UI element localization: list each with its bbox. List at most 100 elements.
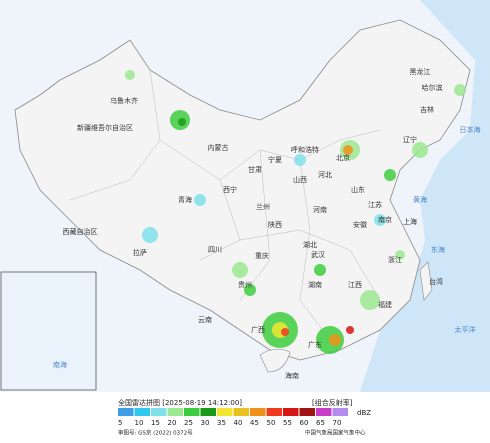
color-legend: 5 10 15 20 25 30 35 40 45 50 55 60 65 70 (118, 408, 348, 427)
echo (346, 326, 354, 334)
echo (178, 118, 186, 126)
echo (281, 328, 289, 336)
legend-value: 40 (234, 419, 243, 427)
sea (360, 0, 490, 392)
china-land (14, 19, 471, 361)
echo (142, 227, 158, 243)
legend-value: 45 (250, 419, 259, 427)
place-label: 山东 (351, 185, 365, 194)
sea-label: 日本海 (460, 125, 481, 134)
legend-swatch (118, 408, 134, 416)
echo (360, 290, 380, 310)
place-label: 江西 (348, 281, 362, 289)
place-label: 福建 (378, 300, 392, 309)
place-label: 西宁 (223, 185, 237, 194)
legend-value: 65 (316, 419, 325, 427)
echo (412, 142, 428, 158)
legend-value: 25 (184, 419, 193, 427)
legend-swatch (250, 408, 266, 416)
legend-value: 20 (168, 419, 177, 427)
place-label: 江苏 (368, 200, 382, 209)
approval-number: 审图号: GS京 (2022) 0372号 (118, 429, 193, 437)
place-label: 乌鲁木齐 (110, 96, 138, 105)
place-label: 四川 (208, 246, 222, 254)
south-china-sea-inset (0, 271, 97, 391)
place-label: 兰州 (256, 202, 270, 211)
legend-swatch (266, 408, 282, 416)
echo (343, 145, 353, 155)
place-label: 上海 (403, 217, 417, 226)
legend-swatch (233, 408, 249, 416)
legend-swatch (200, 408, 216, 416)
place-label: 浙江 (388, 255, 402, 264)
place-label: 辽宁 (403, 135, 417, 144)
place-label: 甘肃 (248, 165, 262, 174)
place-label: 呼和浩特 (291, 145, 319, 154)
legend-swatch (184, 408, 200, 416)
place-label: 青海 (178, 195, 192, 204)
place-label: 武汉 (311, 250, 325, 259)
legend-value: 10 (135, 419, 144, 427)
echo (294, 154, 306, 166)
sea-label: 东海 (431, 245, 445, 254)
place-label: 湖南 (308, 280, 322, 289)
place-label: 云南 (198, 315, 212, 324)
legend-swatch (283, 408, 299, 416)
place-label: 河南 (313, 205, 327, 214)
map-title: 全国雷达拼图 [2025-08-19 14:12:00] (118, 398, 242, 407)
echo (194, 194, 206, 206)
echo (314, 264, 326, 276)
echo (125, 70, 135, 80)
place-label: 吉林 (420, 105, 434, 114)
agency: 中国气象局国家气象中心 (305, 429, 366, 437)
legend-swatch (134, 408, 150, 416)
echo (329, 334, 341, 346)
legend-value: 15 (151, 419, 160, 427)
echo (374, 214, 386, 226)
legend-swatch (332, 408, 348, 416)
place-label: 陕西 (268, 220, 282, 229)
echo (384, 169, 396, 181)
legend-swatch (217, 408, 233, 416)
place-label: 广西 (251, 325, 265, 334)
echo (454, 84, 466, 96)
legend-value: 35 (217, 419, 226, 427)
hainan (259, 348, 291, 373)
place-label: 拉萨 (133, 248, 147, 257)
legend-swatch (167, 408, 183, 416)
place-label: 重庆 (255, 251, 269, 260)
legend-value: 55 (283, 419, 292, 427)
legend-swatch (299, 408, 315, 416)
legend-value: 5 (118, 419, 122, 427)
legend-value: 50 (267, 419, 276, 427)
echo (244, 284, 256, 296)
sea-label: 南海 (53, 360, 67, 369)
taiwan (419, 261, 433, 301)
legend-unit: dBZ (357, 409, 371, 417)
place-label: 河北 (318, 171, 332, 179)
place-label: 山西 (293, 175, 307, 184)
place-label: 北京 (336, 153, 350, 162)
place-label: 新疆维吾尔自治区 (77, 123, 133, 132)
product-name: [组合反射率] (312, 398, 353, 407)
place-label: 安徽 (353, 220, 367, 229)
place-label: 广东 (308, 340, 322, 349)
place-label: 湖北 (303, 240, 317, 249)
place-label: 宁夏 (268, 155, 282, 164)
sea-label: 太平洋 (455, 325, 476, 334)
radar-echoes (24, 70, 466, 354)
place-label: 南京 (378, 215, 392, 224)
legend-value: 60 (300, 419, 309, 427)
place-label: 海南 (285, 371, 299, 380)
echo (395, 250, 405, 260)
legend-value: 70 (333, 419, 342, 427)
place-label: 内蒙古 (208, 143, 229, 152)
sea-label: 黄海 (413, 195, 427, 204)
legend-value: 30 (201, 419, 210, 427)
place-label: 台湾 (429, 277, 443, 286)
legend-swatch (316, 408, 332, 416)
place-label: 贵州 (238, 280, 252, 289)
place-label: 西藏自治区 (63, 227, 98, 236)
